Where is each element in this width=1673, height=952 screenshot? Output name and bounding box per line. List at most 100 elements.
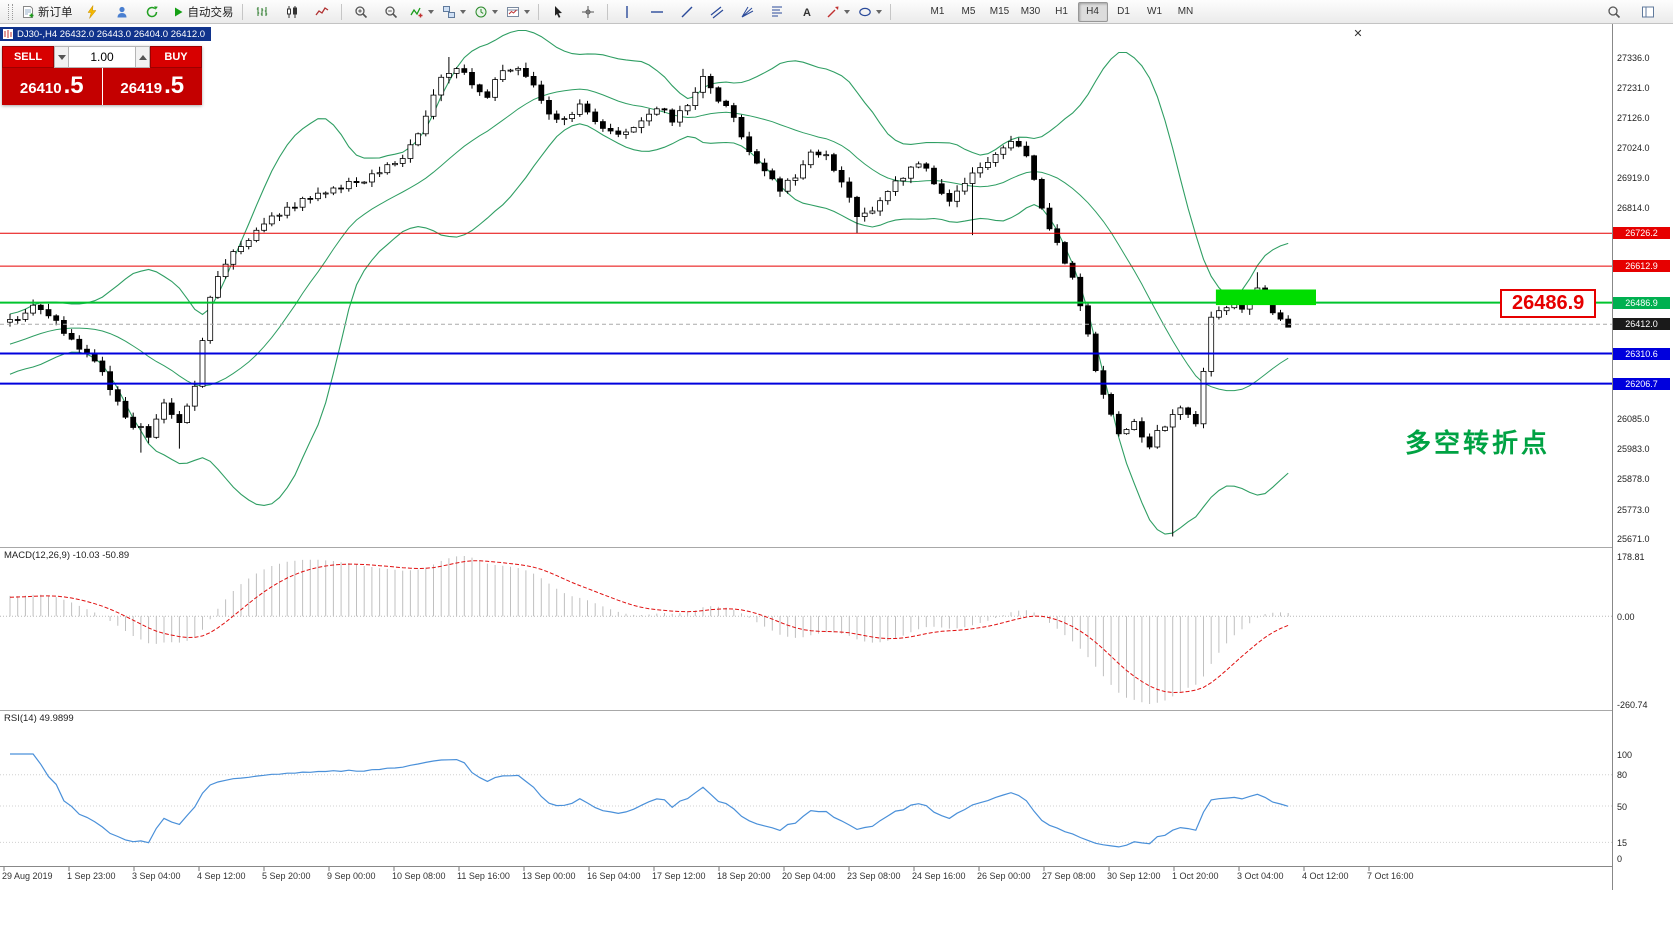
time-axis-label[interactable]: 10 Sep 08:00	[392, 871, 446, 881]
time-axis-label[interactable]: 5 Sep 20:00	[262, 871, 311, 881]
horizontal-line-tool-button[interactable]	[642, 1, 672, 23]
price-axis-label[interactable]: 27336.0	[1617, 52, 1650, 63]
buy-button[interactable]: BUY	[150, 46, 202, 68]
time-axis-label[interactable]: 27 Sep 08:00	[1042, 871, 1096, 881]
price-axis-label[interactable]: 25671.0	[1617, 534, 1650, 544]
time-axis-label[interactable]: 30 Sep 12:00	[1107, 871, 1161, 881]
price-level-badge[interactable]: 26310.6	[1613, 347, 1670, 360]
market-depth-button[interactable]	[77, 1, 107, 23]
candlestick-chart-button[interactable]	[277, 1, 307, 23]
time-axis-label[interactable]: 1 Oct 20:00	[1172, 871, 1219, 881]
price-level-badge[interactable]: 26412.0	[1613, 318, 1670, 331]
price-axis-label[interactable]: 26814.0	[1617, 203, 1650, 214]
dropdown-caret-icon[interactable]	[459, 9, 466, 14]
timeframe-button-h4[interactable]: H4	[1077, 1, 1108, 22]
new-order-button[interactable]: 新订单	[17, 1, 77, 23]
time-axis-label[interactable]: 24 Sep 16:00	[912, 871, 966, 881]
refresh-button[interactable]	[137, 1, 167, 23]
turning-point-annotation[interactable]: 多空转折点	[1405, 428, 1551, 458]
dropdown-caret-icon[interactable]	[875, 9, 882, 14]
time-axis-label[interactable]: 13 Sep 00:00	[522, 871, 576, 881]
text-tool-button[interactable]: A	[792, 1, 822, 23]
time-axis-label[interactable]: 18 Sep 20:00	[717, 871, 771, 881]
indicators-button[interactable]	[406, 1, 438, 23]
trendline-tool-button[interactable]	[672, 1, 702, 23]
zoom-in-button[interactable]	[346, 1, 376, 23]
price-level-badge[interactable]: 26486.9	[1613, 296, 1670, 309]
timeframe-button-m1[interactable]: M1	[930, 6, 945, 17]
autotrading-button[interactable]: 自动交易	[167, 1, 238, 23]
pitchfork-icon	[741, 6, 753, 17]
price-axis-label[interactable]: 25878.0	[1617, 474, 1650, 485]
period-button[interactable]	[470, 1, 502, 23]
cursor-button[interactable]	[543, 1, 573, 23]
time-axis-label[interactable]: 4 Sep 12:00	[197, 871, 246, 881]
panels-button[interactable]	[1633, 1, 1663, 23]
time-axis-label[interactable]: 29 Aug 2019	[2, 871, 53, 881]
toolbar-grip[interactable]	[8, 3, 13, 20]
dropdown-caret-icon[interactable]	[427, 9, 434, 14]
dropdown-caret-icon[interactable]	[843, 9, 850, 14]
timeframe-button-h1[interactable]: H1	[1055, 6, 1068, 17]
time-axis-label[interactable]: 1 Sep 23:00	[67, 871, 116, 881]
price-axis-label[interactable]: 27231.0	[1617, 82, 1650, 93]
time-axis-label[interactable]: 4 Oct 12:00	[1302, 871, 1349, 881]
accounts-button[interactable]	[107, 1, 137, 23]
fibonacci-tool-button[interactable]	[762, 1, 792, 23]
bar-chart-button[interactable]	[247, 1, 277, 23]
pivot-price-callout[interactable]: 26486.9	[1500, 289, 1597, 318]
toolbar-separator	[241, 3, 243, 20]
time-axis-label[interactable]: 3 Sep 04:00	[132, 871, 181, 881]
sell-button[interactable]: SELL	[2, 46, 54, 68]
line-chart-button[interactable]	[307, 1, 337, 23]
time-axis-label[interactable]: 23 Sep 08:00	[847, 871, 901, 881]
sell-price-display[interactable]: 26410 .5	[2, 68, 103, 105]
chart-close-button[interactable]: ✕	[1350, 26, 1366, 41]
shapes-tool-button[interactable]	[854, 1, 886, 23]
volume-decrease-button[interactable]	[54, 46, 69, 68]
template-button[interactable]	[502, 1, 534, 23]
time-axis-label[interactable]: 26 Sep 00:00	[977, 871, 1031, 881]
dropdown-caret-icon[interactable]	[523, 9, 530, 14]
timeframe-button-m30[interactable]: M30	[1020, 6, 1041, 17]
price-axis-label[interactable]: 27024.0	[1617, 142, 1650, 153]
rsi-axis-label: 50	[1617, 801, 1628, 812]
arrows-tool-button[interactable]	[822, 1, 854, 23]
timeframe-button-w1[interactable]: W1	[1147, 6, 1162, 17]
time-axis-label[interactable]: 7 Oct 16:00	[1367, 871, 1414, 881]
price-level-badge[interactable]: 26726.2	[1613, 227, 1670, 240]
time-axis-label[interactable]: 17 Sep 12:00	[652, 871, 706, 881]
timeframe-button-m5[interactable]: M5	[961, 6, 976, 17]
time-axis-label[interactable]: 11 Sep 16:00	[457, 871, 510, 881]
time-axis-label[interactable]: 20 Sep 04:00	[782, 871, 836, 881]
channel-tool-button[interactable]	[702, 1, 732, 23]
pitchfork-tool-button[interactable]	[732, 1, 762, 23]
buy-price-display[interactable]: 26419 .5	[102, 68, 202, 105]
price-level-badge[interactable]: 26206.7	[1613, 377, 1670, 390]
time-axis-label[interactable]: 3 Oct 04:00	[1237, 871, 1284, 881]
fibonacci-icon	[771, 6, 782, 16]
volume-increase-button[interactable]	[135, 46, 150, 68]
price-axis-label[interactable]: 26919.0	[1617, 173, 1650, 184]
time-axis-label[interactable]: 9 Sep 00:00	[327, 871, 376, 881]
timeframe-button-d1[interactable]: D1	[1117, 6, 1130, 17]
price-axis-label[interactable]: 25773.0	[1617, 504, 1650, 515]
price-level-badge[interactable]: 26612.9	[1613, 260, 1670, 273]
zoom-in-icon	[354, 5, 367, 18]
price-axis-label[interactable]: 26085.0	[1617, 414, 1650, 425]
search-button[interactable]	[1599, 1, 1629, 23]
time-axis-label[interactable]: 16 Sep 04:00	[587, 871, 641, 881]
chart-title-bar[interactable]: DJ30-,H4 26432.0 26443.0 26404.0 26412.0	[0, 27, 212, 41]
volume-input[interactable]	[69, 46, 135, 68]
price-axis-label[interactable]: 25983.0	[1617, 443, 1650, 454]
timeframe-button-mn[interactable]: MN	[1177, 6, 1194, 17]
crosshair-button[interactable]	[573, 1, 603, 23]
macd-indicator-label: MACD(12,26,9) -10.03 -50.89	[4, 550, 130, 561]
dropdown-caret-icon[interactable]	[491, 9, 498, 14]
price-axis-label[interactable]: 27126.0	[1617, 113, 1650, 124]
zoom-out-button[interactable]	[376, 1, 406, 23]
tile-windows-button[interactable]	[438, 1, 470, 23]
vertical-line-tool-button[interactable]	[612, 1, 642, 23]
timeframe-button-m15[interactable]: M15	[989, 6, 1010, 17]
